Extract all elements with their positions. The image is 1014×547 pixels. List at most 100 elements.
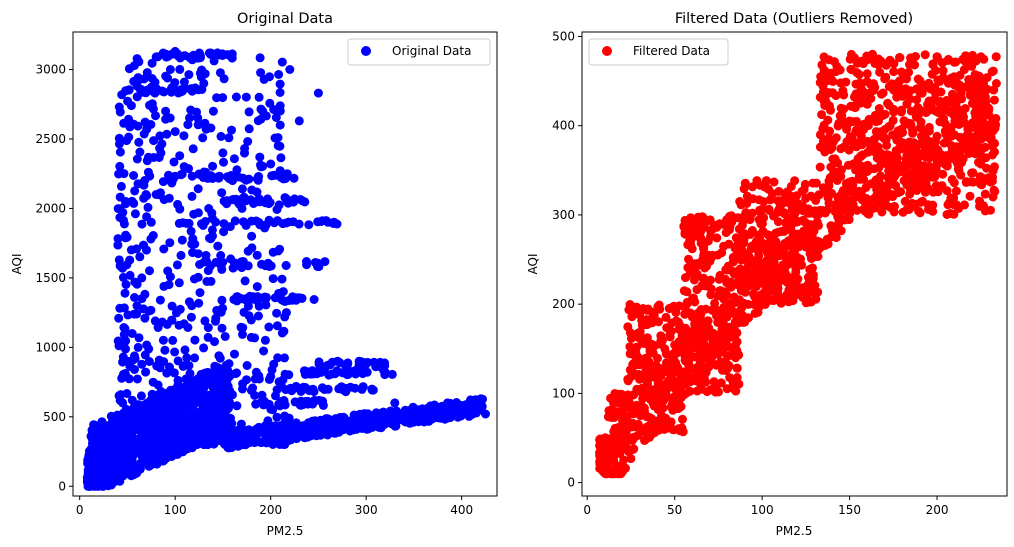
data-point xyxy=(227,419,237,428)
data-point xyxy=(153,52,163,62)
data-point xyxy=(736,255,746,265)
data-point xyxy=(134,403,144,412)
data-point xyxy=(769,177,779,187)
data-point xyxy=(732,363,742,373)
data-point xyxy=(194,298,204,308)
data-point xyxy=(309,295,319,304)
data-point xyxy=(339,412,348,422)
data-point xyxy=(681,389,691,399)
data-point xyxy=(184,70,194,80)
data-point xyxy=(298,421,308,431)
data-point xyxy=(332,366,342,376)
data-point xyxy=(361,359,371,369)
data-point xyxy=(195,68,205,78)
data-point xyxy=(102,440,111,450)
data-point xyxy=(114,102,124,112)
data-point xyxy=(689,293,698,303)
data-point xyxy=(254,311,263,321)
data-point xyxy=(273,353,283,363)
data-point xyxy=(149,153,159,162)
data-point xyxy=(709,377,719,387)
data-point xyxy=(301,366,311,376)
data-point xyxy=(869,86,878,95)
data-point xyxy=(252,371,262,381)
data-point xyxy=(739,298,749,308)
data-point xyxy=(623,390,633,400)
data-point xyxy=(202,277,212,286)
data-point xyxy=(357,424,367,433)
data-point xyxy=(642,412,652,422)
data-point xyxy=(205,233,214,243)
data-point xyxy=(313,88,323,98)
data-point xyxy=(728,380,738,390)
data-point xyxy=(270,133,280,143)
data-point xyxy=(831,203,841,213)
data-point xyxy=(976,143,986,153)
data-point xyxy=(713,334,723,343)
y-tick-label: 0 xyxy=(58,479,66,493)
data-point xyxy=(780,243,790,253)
data-point xyxy=(186,312,196,322)
data-point xyxy=(720,287,730,297)
data-point xyxy=(390,398,400,408)
data-point xyxy=(753,230,763,240)
data-point xyxy=(681,379,691,389)
data-point xyxy=(387,369,397,379)
data-point xyxy=(739,284,749,294)
data-point xyxy=(881,194,891,204)
data-point xyxy=(228,176,237,186)
data-point xyxy=(175,304,185,314)
data-point xyxy=(896,187,906,197)
data-point xyxy=(189,209,199,219)
data-point xyxy=(785,225,795,235)
data-point xyxy=(712,233,722,243)
data-point xyxy=(656,336,666,346)
data-point xyxy=(135,464,145,474)
data-point xyxy=(792,191,801,201)
data-point xyxy=(341,387,351,397)
data-point xyxy=(798,201,808,211)
data-point xyxy=(659,395,669,405)
data-point xyxy=(120,324,130,334)
data-point xyxy=(765,195,775,205)
data-point xyxy=(755,207,765,217)
data-point xyxy=(631,406,641,416)
data-point xyxy=(624,447,634,457)
data-point xyxy=(820,139,830,149)
data-point xyxy=(166,405,176,414)
data-point xyxy=(705,215,715,225)
data-point xyxy=(244,124,254,134)
data-point xyxy=(252,250,262,260)
data-point xyxy=(279,397,289,407)
data-point xyxy=(670,394,680,404)
data-point xyxy=(919,151,929,161)
data-point xyxy=(162,429,172,439)
data-point xyxy=(246,195,256,205)
data-point xyxy=(654,317,664,327)
data-point xyxy=(745,213,755,223)
data-point xyxy=(148,231,158,240)
data-point xyxy=(754,242,764,252)
data-point xyxy=(375,415,385,425)
legend-box xyxy=(588,38,729,66)
data-point xyxy=(824,176,834,186)
data-point xyxy=(272,321,282,331)
data-point xyxy=(170,347,180,357)
data-point xyxy=(838,86,848,96)
data-point xyxy=(988,192,998,202)
data-point xyxy=(89,420,99,430)
data-point xyxy=(210,337,219,347)
data-point xyxy=(159,87,169,97)
data-point xyxy=(877,111,887,121)
data-point xyxy=(435,404,445,414)
data-point xyxy=(186,226,196,236)
data-point xyxy=(212,93,222,103)
data-point xyxy=(323,217,333,227)
data-point xyxy=(746,244,756,254)
data-point xyxy=(88,428,98,438)
data-point xyxy=(104,432,114,442)
data-point xyxy=(891,148,901,158)
data-point xyxy=(947,131,957,141)
data-point xyxy=(649,368,659,377)
data-point xyxy=(617,427,627,437)
